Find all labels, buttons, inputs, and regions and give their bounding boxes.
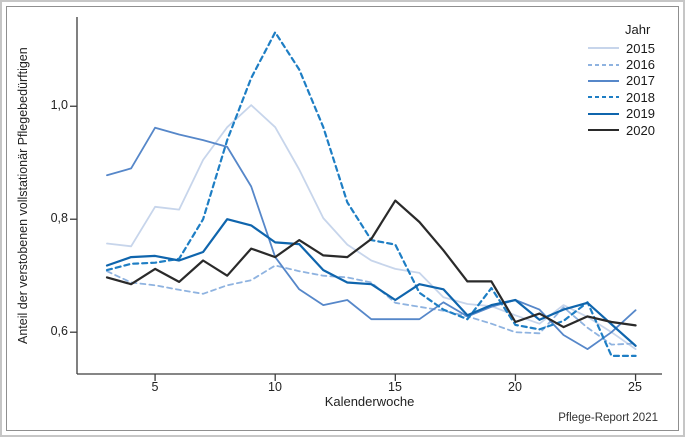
line-swatch-2017: [588, 79, 619, 82]
legend-entry-2018: 2018: [588, 89, 672, 105]
line-swatch-2018: [588, 96, 619, 99]
legend-entry-2016: 2016: [588, 56, 672, 72]
line-swatch-2019: [588, 112, 619, 115]
line-swatch-2015: [588, 47, 619, 50]
x-tick-label: 25: [628, 380, 642, 394]
y-tick-label: 0,8: [50, 211, 68, 225]
legend-entry-2019: 2019: [588, 106, 672, 122]
y-axis-label: Anteil der verstobenen vollstationär Pfl…: [16, 47, 30, 344]
series-2016: [106, 264, 637, 346]
line-swatch-2016: [588, 63, 619, 66]
legend-title: Jahr: [625, 22, 651, 37]
x-axis-label: Kalenderwoche: [324, 394, 415, 409]
x-tick-label: 5: [151, 380, 159, 394]
series-2020: [105, 199, 637, 329]
line-swatch-2020: [588, 129, 619, 132]
legend-label: 2020: [626, 122, 655, 138]
legend-entry-2015: 2015: [588, 40, 672, 56]
legend-label: 2017: [626, 73, 655, 89]
legend-label: 2016: [626, 57, 655, 73]
y-tick-label: 1,0: [50, 98, 68, 112]
legend-entry-2017: 2017: [588, 73, 672, 89]
x-tick-label: 15: [388, 380, 402, 394]
legend-label: 2018: [626, 89, 655, 105]
x-tick-label: 10: [268, 380, 282, 394]
series-2019: [105, 218, 637, 347]
y-tick-label: 0,6: [50, 324, 68, 338]
legend-label: 2019: [626, 106, 655, 122]
legend-label: 2015: [626, 40, 655, 56]
source-caption: Pflege-Report 2021: [558, 412, 658, 424]
x-tick-label: 20: [508, 380, 522, 394]
legend-entry-2020: 2020: [588, 122, 672, 138]
legend: Jahr 2015 2016 2017 2018 2019 2020: [588, 22, 672, 138]
